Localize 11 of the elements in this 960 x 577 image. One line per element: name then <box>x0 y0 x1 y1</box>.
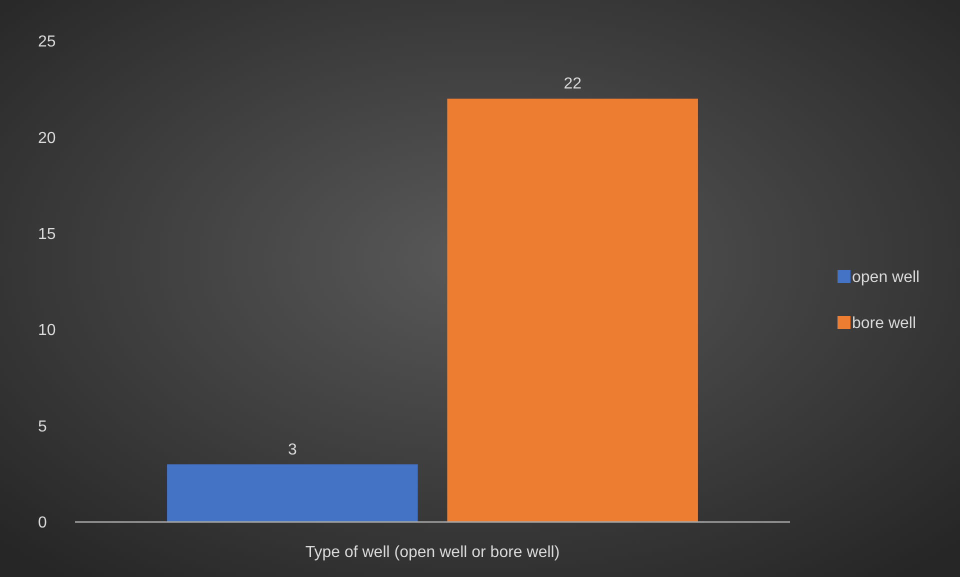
legend-label: bore well <box>852 315 916 332</box>
y-tick-label: 20 <box>38 130 56 147</box>
y-tick-label: 15 <box>38 226 56 243</box>
x-tick-label: Type of well (open well or bore well) <box>305 544 560 561</box>
data-label: 3 <box>288 441 297 458</box>
y-tick-label: 0 <box>38 514 47 532</box>
y-tick-label: 25 <box>38 34 56 51</box>
y-tick-label: 10 <box>38 322 56 340</box>
legend-label: open well <box>852 269 920 286</box>
data-label: 22 <box>564 76 582 93</box>
y-tick-label: 5 <box>38 418 47 436</box>
